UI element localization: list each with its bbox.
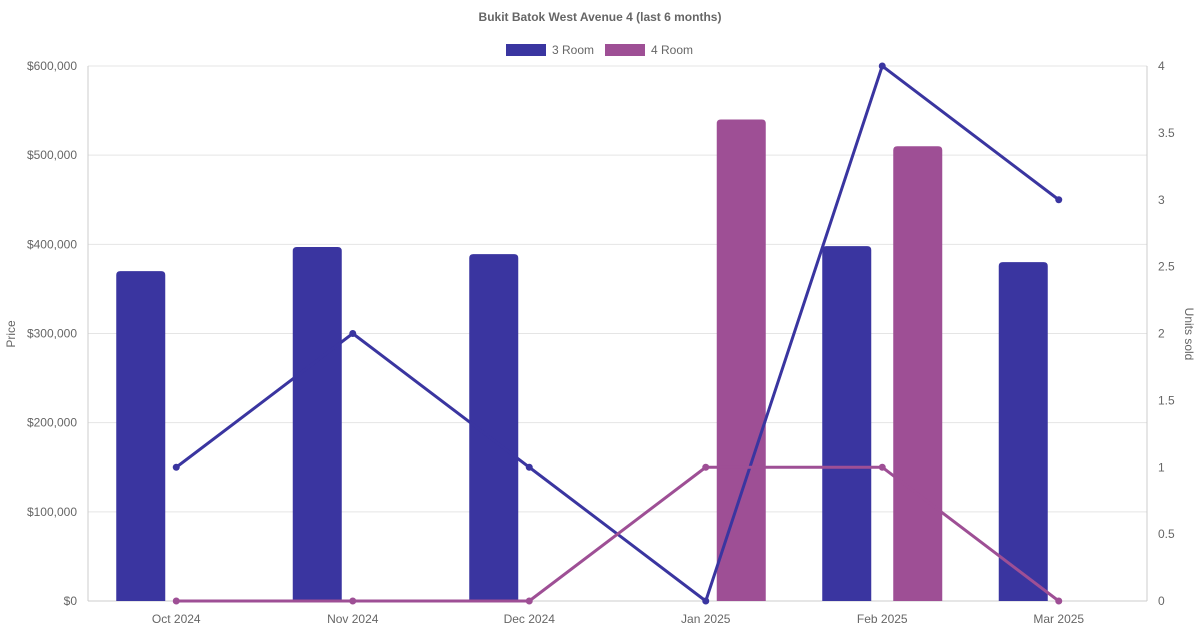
- legend-swatch-4-room: [605, 44, 645, 56]
- y-axis-title-left: Price: [4, 320, 18, 348]
- x-tick-label: Jan 2025: [681, 612, 731, 626]
- y-left-tick-label: $0: [64, 594, 78, 608]
- bar-4-room[interactable]: [716, 119, 766, 602]
- bar-3-room[interactable]: [998, 262, 1048, 601]
- bars: [116, 119, 1048, 602]
- point-4-room[interactable]: [172, 597, 180, 605]
- point-4-room[interactable]: [702, 463, 710, 471]
- y-right-tick-label: 1.5: [1158, 393, 1175, 407]
- y-right-tick-label: 1: [1158, 460, 1165, 474]
- point-3-room[interactable]: [525, 463, 533, 471]
- legend-item-3-room[interactable]: 3 Room: [506, 43, 594, 57]
- y-left-tick-label: $500,000: [27, 148, 77, 162]
- x-tick-label: Feb 2025: [857, 612, 908, 626]
- x-tick-label: Dec 2024: [504, 612, 556, 626]
- legend-label-4-room: 4 Room: [651, 43, 693, 57]
- x-tick-label: Mar 2025: [1033, 612, 1084, 626]
- y-right-tick-label: 4: [1158, 59, 1165, 73]
- y-left-tick-label: $200,000: [27, 416, 77, 430]
- x-tick-label: Oct 2024: [152, 612, 201, 626]
- y-right-tick-label: 0: [1158, 594, 1165, 608]
- point-3-room[interactable]: [878, 62, 886, 70]
- y-axis-title-right: Units sold: [1182, 308, 1196, 361]
- point-4-room[interactable]: [349, 597, 357, 605]
- y-right-tick-label: 3.5: [1158, 126, 1175, 140]
- y-right-tick-label: 3: [1158, 193, 1165, 207]
- y-left-tick-label: $600,000: [27, 59, 77, 73]
- gridlines: [87, 65, 1148, 602]
- point-3-room[interactable]: [702, 597, 710, 605]
- unit-lines: [172, 62, 1063, 605]
- y-right-tick-label: 2: [1158, 327, 1165, 341]
- legend: 3 Room 4 Room: [506, 43, 693, 57]
- legend-swatch-3-room: [506, 44, 546, 56]
- point-4-room[interactable]: [878, 463, 886, 471]
- point-4-room[interactable]: [525, 597, 533, 605]
- x-tick-label: Nov 2024: [327, 612, 379, 626]
- bar-4-room[interactable]: [893, 146, 943, 601]
- line-4-room: [176, 465, 1060, 603]
- point-4-room[interactable]: [1055, 597, 1063, 605]
- chart-title: Bukit Batok West Avenue 4 (last 6 months…: [479, 10, 722, 24]
- legend-item-4-room[interactable]: 4 Room: [605, 43, 693, 57]
- point-3-room[interactable]: [172, 463, 180, 471]
- bar-3-room[interactable]: [292, 247, 342, 601]
- bar-3-room[interactable]: [469, 254, 519, 601]
- y-left-tick-label: $400,000: [27, 237, 77, 251]
- bar-3-room[interactable]: [822, 246, 872, 601]
- y-right-tick-label: 0.5: [1158, 527, 1175, 541]
- y-right-tick-label: 2.5: [1158, 260, 1175, 274]
- point-3-room[interactable]: [1055, 196, 1063, 204]
- y-left-tick-label: $100,000: [27, 505, 77, 519]
- axes: $0 $100,000 $200,000 $300,000 $400,000 $500,0…: [27, 59, 1175, 626]
- legend-label-3-room: 3 Room: [552, 43, 594, 57]
- y-left-tick-label: $300,000: [27, 327, 77, 341]
- bar-3-room[interactable]: [116, 271, 166, 601]
- point-3-room[interactable]: [349, 330, 357, 337]
